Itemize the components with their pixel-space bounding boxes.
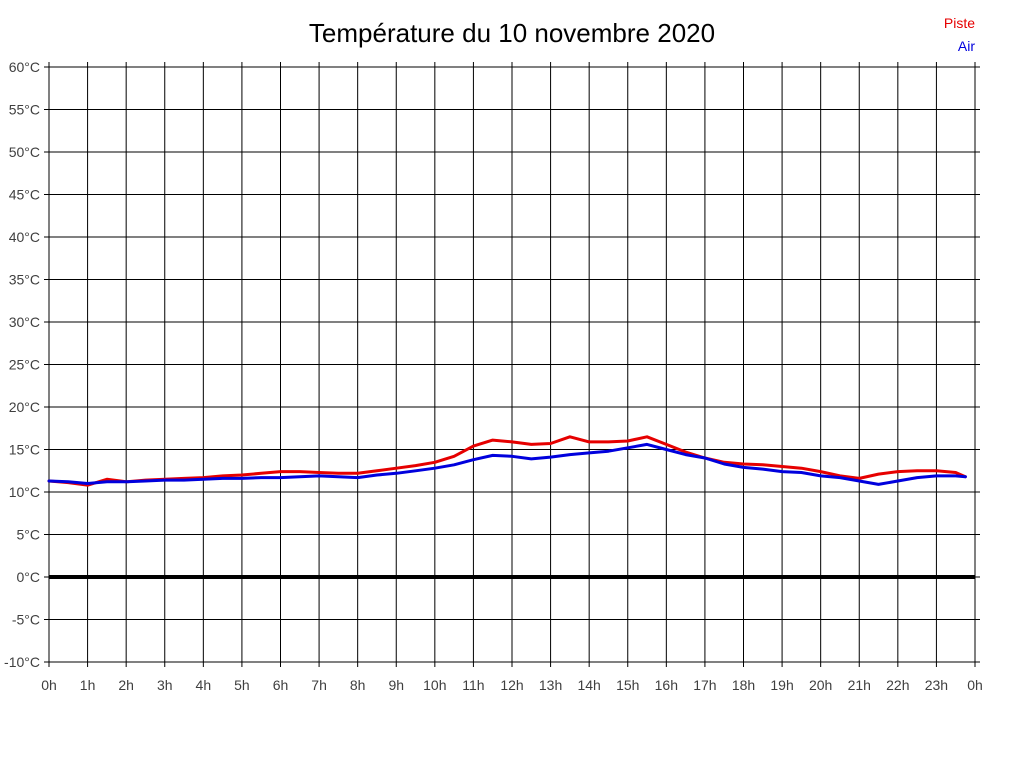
x-axis-tick-label: 16h <box>655 677 678 693</box>
y-axis-tick-label: 45°C <box>9 187 40 203</box>
y-axis-tick-label: 5°C <box>17 527 41 543</box>
x-axis-tick-label: 6h <box>273 677 289 693</box>
y-axis-tick-label: -5°C <box>12 612 40 628</box>
x-axis-tick-label: 7h <box>311 677 327 693</box>
air-line <box>47 442 967 486</box>
x-axis-tick-label: 23h <box>925 677 948 693</box>
x-axis-tick-label: 21h <box>848 677 871 693</box>
y-axis-tick-label: 40°C <box>9 229 40 245</box>
x-axis-tick-label: 13h <box>539 677 562 693</box>
y-axis-tick-label: 15°C <box>9 442 40 458</box>
x-axis-tick-label: 1h <box>80 677 96 693</box>
x-axis-tick-label: 20h <box>809 677 832 693</box>
x-axis-tick-label: 14h <box>577 677 600 693</box>
y-axis-tick-label: 50°C <box>9 144 40 160</box>
x-axis-tick-label: 19h <box>770 677 793 693</box>
x-axis-tick-label: 17h <box>693 677 716 693</box>
x-axis-tick-label: 4h <box>196 677 212 693</box>
x-axis-tick-label: 0h <box>967 677 983 693</box>
y-axis-tick-label: 0°C <box>17 569 41 585</box>
legend-item-piste: Piste <box>943 15 975 31</box>
x-axis-tick-label: 5h <box>234 677 250 693</box>
chart-title: Température du 10 novembre 2020 <box>308 18 716 48</box>
x-axis-tick-label: 10h <box>423 677 446 693</box>
y-axis-tick-label: -10°C <box>4 654 40 670</box>
piste-line <box>47 435 967 487</box>
x-axis-tick-label: 9h <box>388 677 404 693</box>
y-axis-tick-label: 30°C <box>9 314 40 330</box>
x-axis-tick-label: 0h <box>41 677 57 693</box>
y-axis-tick-label: 55°C <box>9 102 40 118</box>
y-axis-tick-label: 60°C <box>9 59 40 75</box>
x-axis-tick-label: 3h <box>157 677 173 693</box>
x-axis-tick-label: 22h <box>886 677 909 693</box>
x-axis-tick-label: 8h <box>350 677 366 693</box>
x-axis-tick-label: 15h <box>616 677 639 693</box>
legend-item-air: Air <box>957 38 975 54</box>
x-axis-tick-label: 18h <box>732 677 755 693</box>
x-axis-tick-label: 11h <box>462 677 484 693</box>
x-axis-tick-label: 12h <box>500 677 523 693</box>
y-axis-tick-label: 10°C <box>9 484 40 500</box>
legend: Piste Air <box>944 12 975 58</box>
y-axis-tick-label: 35°C <box>9 272 40 288</box>
y-axis-tick-label: 25°C <box>9 357 40 373</box>
y-axis-tick-label: 20°C <box>9 399 40 415</box>
x-axis-tick-label: 2h <box>118 677 134 693</box>
